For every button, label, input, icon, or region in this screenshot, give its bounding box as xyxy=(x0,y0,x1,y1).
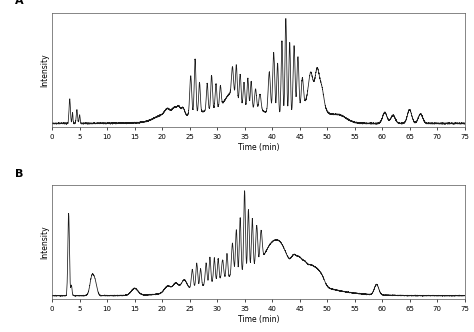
X-axis label: Time (min): Time (min) xyxy=(237,315,279,324)
Y-axis label: Intensity: Intensity xyxy=(40,53,49,87)
Text: A: A xyxy=(15,0,24,7)
Text: B: B xyxy=(15,169,23,179)
X-axis label: Time (min): Time (min) xyxy=(237,143,279,152)
Y-axis label: Intensity: Intensity xyxy=(40,225,49,259)
